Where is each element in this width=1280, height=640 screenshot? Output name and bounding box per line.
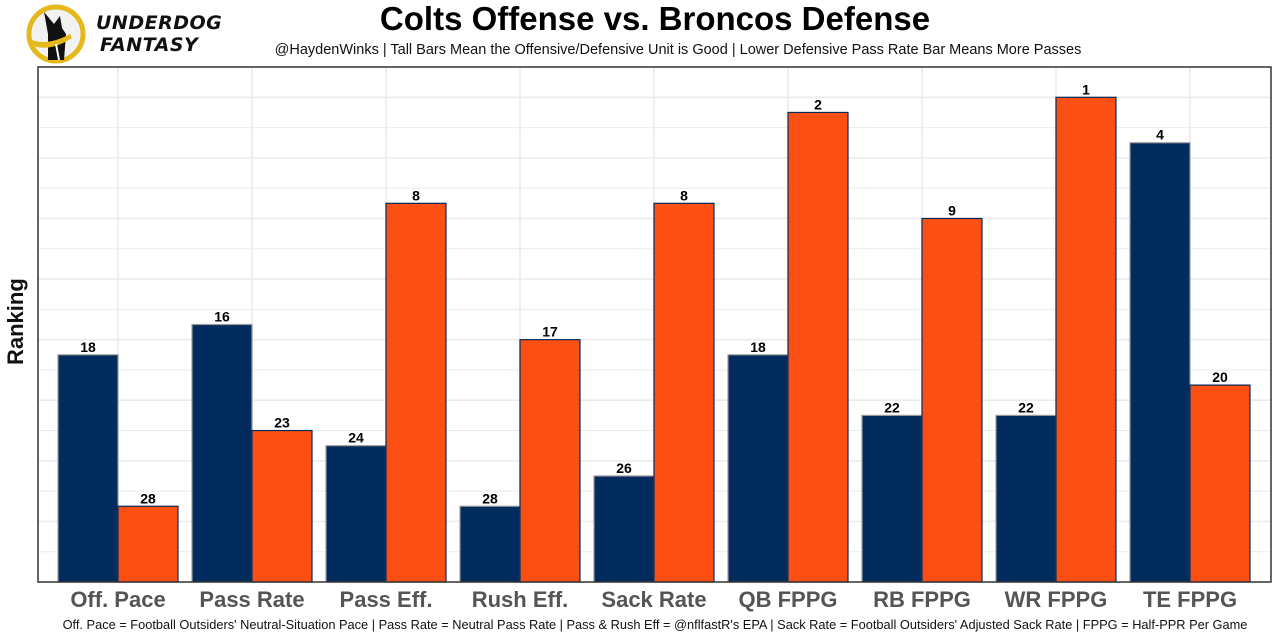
bar-offense bbox=[191, 323, 253, 583]
category-label: Off. Pace bbox=[70, 587, 165, 612]
bar-defense bbox=[251, 429, 313, 583]
value-labels: 18 16 24 28 26 18 22 22 4 28 23 8 17 8 2 9 1 20 bbox=[80, 81, 1228, 506]
logo-line-1: UNDERDOG bbox=[96, 12, 223, 34]
bar-offense bbox=[593, 475, 655, 583]
bar-defense bbox=[653, 202, 715, 583]
category-label: Sack Rate bbox=[601, 587, 706, 612]
category-label: QB FPPG bbox=[738, 587, 837, 612]
bar-offense bbox=[995, 414, 1057, 583]
value-label-offense: 16 bbox=[214, 309, 230, 325]
bar-defense bbox=[921, 217, 983, 583]
category-label: Pass Rate bbox=[199, 587, 304, 612]
bar-offense bbox=[1129, 142, 1191, 583]
category-label: RB FPPG bbox=[873, 587, 971, 612]
value-label-offense: 26 bbox=[616, 460, 632, 476]
value-label-defense: 8 bbox=[680, 187, 688, 203]
plot-border bbox=[37, 66, 1272, 583]
bars bbox=[57, 96, 1251, 583]
bar-offense bbox=[325, 445, 387, 583]
value-label-defense: 17 bbox=[542, 324, 558, 340]
value-label-defense: 28 bbox=[140, 490, 156, 506]
category-label: WR FPPG bbox=[1005, 587, 1108, 612]
value-label-defense: 1 bbox=[1082, 81, 1090, 97]
category-labels: Off. Pace Pass Rate Pass Eff. Rush Eff. Sack… bbox=[70, 587, 1237, 612]
value-label-offense: 4 bbox=[1156, 127, 1164, 143]
category-label: Pass Eff. bbox=[340, 587, 433, 612]
logo-line-2: FANTASY bbox=[100, 34, 199, 56]
category-label: Rush Eff. bbox=[472, 587, 569, 612]
value-label-defense: 23 bbox=[274, 415, 290, 431]
value-label-defense: 9 bbox=[948, 202, 956, 218]
value-label-offense: 22 bbox=[1018, 399, 1034, 415]
dog-icon bbox=[26, 4, 86, 64]
value-label-offense: 28 bbox=[482, 490, 498, 506]
value-label-defense: 8 bbox=[412, 187, 420, 203]
chart-footer-note: Off. Pace = Football Outsiders' Neutral-… bbox=[62, 617, 1248, 632]
bar-offense bbox=[459, 505, 521, 583]
bar-defense bbox=[1189, 384, 1251, 583]
value-label-offense: 18 bbox=[80, 339, 96, 355]
value-label-offense: 22 bbox=[884, 399, 900, 415]
chart-title: Colts Offense vs. Broncos Defense bbox=[379, 0, 931, 37]
bar-offense bbox=[57, 354, 119, 583]
chart-subtitle: @HaydenWinks | Tall Bars Mean the Offens… bbox=[274, 42, 1082, 58]
value-label-offense: 24 bbox=[348, 430, 364, 446]
bar-offense bbox=[727, 354, 789, 583]
bar-defense bbox=[117, 505, 179, 583]
bar-offense bbox=[861, 414, 923, 583]
value-label-offense: 18 bbox=[750, 339, 766, 355]
value-label-defense: 20 bbox=[1212, 369, 1228, 385]
bar-defense bbox=[1055, 96, 1117, 583]
category-label: TE FPPG bbox=[1143, 587, 1237, 612]
underdog-fantasy-logo: UNDERDOG FANTASY bbox=[26, 4, 266, 64]
bar-defense bbox=[519, 339, 581, 583]
value-label-defense: 2 bbox=[814, 96, 822, 112]
logo-text: UNDERDOG FANTASY bbox=[96, 12, 222, 56]
bar-defense bbox=[385, 202, 447, 583]
bar-defense bbox=[787, 111, 849, 583]
